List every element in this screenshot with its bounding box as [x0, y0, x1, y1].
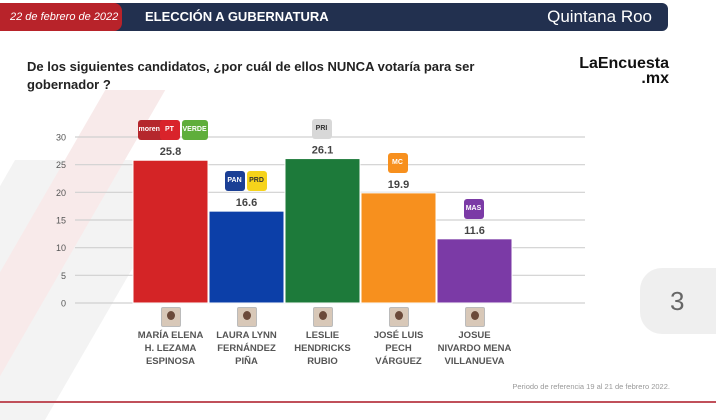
header-title: ELECCIÓN A GUBERNATURA — [145, 9, 329, 24]
candidate-label: LESLIE HENDRICKS RUBIO — [283, 307, 363, 368]
bar — [436, 238, 513, 304]
y-tick-label: 25 — [56, 160, 66, 170]
brand-line2: .mx — [641, 70, 669, 87]
candidate-name: JOSUE NIVARDO MENA VILLANUEVA — [437, 330, 512, 367]
y-tick-label: 5 — [61, 271, 66, 281]
y-tick-label: 30 — [56, 133, 66, 143]
value-label: 26.1 — [312, 145, 333, 157]
candidate-name: JOSÉ LUIS PECH VÁRGUEZ — [373, 330, 424, 367]
party-logo-verde: VERDE — [181, 120, 208, 141]
candidate-photo — [160, 307, 181, 327]
candidate-name: LESLIE HENDRICKS RUBIO — [294, 330, 351, 367]
candidate-label: LAURA LYNN FERNÁNDEZ PIÑA — [207, 307, 287, 368]
bottom-line — [0, 401, 716, 403]
candidate-photo — [464, 307, 485, 327]
header-date: 22 de febrero de 2022 — [0, 3, 122, 31]
bar — [360, 192, 437, 304]
value-label: 16.6 — [236, 197, 257, 209]
bar — [208, 210, 285, 304]
y-tick-label: 10 — [56, 243, 66, 253]
page-number: 3 — [670, 286, 685, 316]
candidate-photo — [388, 307, 409, 327]
y-tick-label: 20 — [56, 188, 66, 198]
party-logo-pri: PRI — [311, 118, 332, 139]
reference-note: Periodo de referencia 19 al 21 de febrer… — [512, 382, 670, 391]
candidate-photo — [312, 307, 333, 327]
candidate-label: MARÍA ELENA H. LEZAMA ESPINOSA — [131, 307, 211, 368]
bar — [132, 159, 209, 304]
question-title: De los siguientes candidatos, ¿por cuál … — [27, 59, 475, 92]
party-logo-mas: MAS — [463, 198, 484, 219]
party-logo-prd: PRD — [246, 171, 267, 192]
value-label: 25.8 — [160, 146, 181, 158]
value-label: 11.6 — [464, 225, 485, 237]
candidate-label: JOSÉ LUIS PECH VÁRGUEZ — [359, 307, 439, 368]
value-label: 19.9 — [388, 179, 409, 191]
candidate-label: JOSUE NIVARDO MENA VILLANUEVA — [435, 307, 515, 368]
party-logo-morena: morena — [137, 120, 165, 141]
bar — [284, 158, 361, 304]
y-tick-label: 15 — [56, 216, 66, 226]
candidate-name: LAURA LYNN FERNÁNDEZ PIÑA — [216, 330, 277, 367]
candidate-photo — [236, 307, 257, 327]
brand-line1: LaEncuesta — [579, 55, 669, 72]
page-card — [640, 268, 716, 334]
party-logo-mc: MC — [387, 152, 408, 173]
candidate-name: MARÍA ELENA H. LEZAMA ESPINOSA — [137, 330, 204, 367]
brand-logo: LaEncuesta .mx — [579, 55, 669, 87]
party-logo-pt: PT — [159, 120, 180, 141]
bar-chart: 0 5 10 15 20 25 30 25.8 16.6 26.1 19.9 11.6 — [56, 133, 585, 309]
party-logo-pan: PAN — [224, 171, 245, 192]
y-tick-label: 0 — [61, 299, 66, 309]
header-state: Quintana Roo — [547, 7, 652, 26]
